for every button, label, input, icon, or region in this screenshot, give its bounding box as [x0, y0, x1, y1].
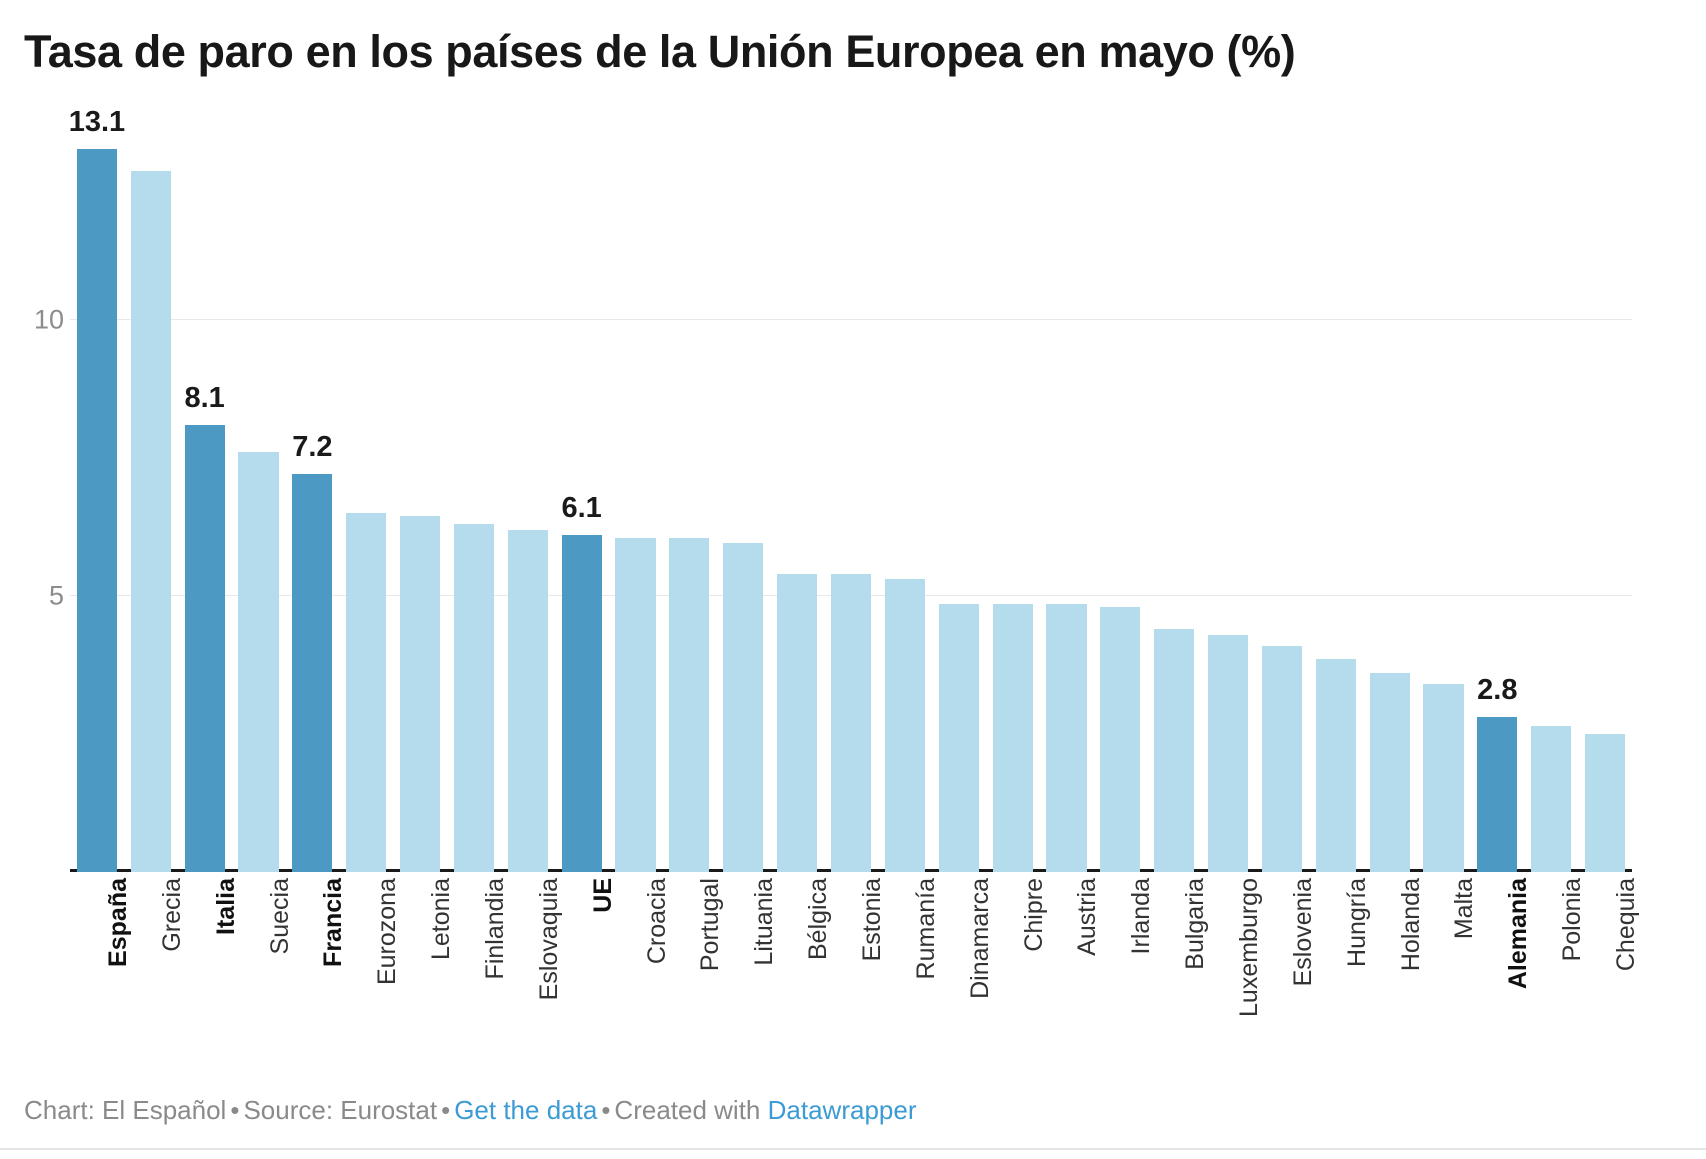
bar-polonia[interactable] [1531, 725, 1572, 872]
x-axis-label-eslovenia: Eslovenia [1288, 878, 1317, 987]
bar-eurozona[interactable] [346, 513, 387, 872]
bar-ruman-a[interactable] [884, 579, 925, 872]
bar-dinamarca[interactable] [938, 604, 979, 872]
bottom-rule [0, 1148, 1706, 1150]
x-axis-label-croacia: Croacia [642, 878, 671, 965]
bar-chipre[interactable] [992, 604, 1033, 872]
bar-finlandia[interactable] [453, 524, 495, 872]
x-axis-label-bulgaria: Bulgaria [1181, 878, 1210, 970]
x-axis-label-hungr-a: Hungría [1342, 878, 1371, 967]
x-axis-label-estonia: Estonia [858, 878, 886, 962]
bar-bulgaria[interactable] [1154, 629, 1195, 872]
bar-irlanda[interactable] [1100, 606, 1141, 872]
x-axis-label-finlandia: Finlandia [480, 878, 509, 980]
bar-francia[interactable] [292, 474, 333, 872]
x-axis-label-eslovaquia: Eslovaquia [534, 878, 563, 1001]
x-axis-label-eurozona: Eurozona [373, 878, 402, 986]
footer-source: Source: Eurostat [243, 1095, 438, 1125]
bar-lituania[interactable] [723, 543, 764, 872]
left-edge-rule [0, 0, 3, 1159]
datawrapper-link[interactable]: Datawrapper [767, 1095, 917, 1125]
bar-hungr-a[interactable] [1315, 659, 1356, 872]
bar-italia[interactable] [184, 424, 225, 872]
x-axis-label-dinamarca: Dinamarca [965, 878, 994, 999]
chart-footer: Chart: El Español • Source: Eurostat • Get t… [24, 1095, 916, 1126]
x-axis-label-espa-a: España [103, 878, 132, 967]
bar-espa-a[interactable] [76, 148, 117, 872]
x-axis-label-polonia: Polonia [1558, 878, 1587, 962]
footer-separator-2: • [441, 1095, 451, 1125]
bar-letonia[interactable] [400, 515, 441, 872]
x-axis-label-grecia: Grecia [157, 878, 186, 952]
footer-separator-3: • [601, 1095, 611, 1125]
x-axis-label-luxemburgo: Luxemburgo [1235, 878, 1264, 1017]
x-axis-label-ue: UE [588, 878, 617, 913]
y-axis-tick-10: 10 [33, 304, 64, 335]
bar-estonia[interactable] [830, 573, 872, 872]
footer-separator-1: • [230, 1095, 240, 1125]
x-axis-label-portugal: Portugal [696, 878, 725, 972]
y-axis-tick-5: 5 [48, 580, 64, 611]
x-axis-label-holanda: Holanda [1396, 878, 1425, 972]
bar-eslovaquia[interactable] [507, 529, 548, 872]
footer-chart-credit: Chart: El Español [24, 1095, 227, 1125]
bar-grecia[interactable] [130, 170, 171, 872]
bar-ue[interactable] [561, 535, 602, 872]
bar-eslovenia[interactable] [1261, 645, 1302, 872]
x-axis-label-italia: Italia [211, 878, 240, 935]
get-the-data-link[interactable]: Get the data [454, 1095, 598, 1125]
bar-austria[interactable] [1046, 604, 1087, 872]
bar-chequia[interactable] [1585, 733, 1626, 872]
plot-area: 5 10 13.1 8.1 7.2 6.1 2.8 [34, 106, 1632, 872]
bar-holanda[interactable] [1369, 673, 1410, 872]
page-title: Tasa de paro en los países de la Unión E… [24, 26, 1296, 77]
value-label-italia: 8.1 [184, 381, 225, 414]
bar-alemania[interactable] [1477, 717, 1518, 872]
x-axis-label-chipre: Chipre [1019, 878, 1048, 952]
x-axis-label-austria: Austria [1073, 878, 1102, 956]
x-axis-label-suecia: Suecia [265, 878, 294, 955]
bar-portugal[interactable] [669, 537, 710, 872]
bar-suecia[interactable] [238, 452, 279, 872]
x-axis-label-lituania: Lituania [750, 878, 779, 966]
x-axis-label-francia: Francia [319, 878, 348, 967]
x-axis-label-irlanda: Irlanda [1127, 878, 1156, 955]
footer-created-with: Created with [614, 1095, 761, 1125]
x-axis-label-letonia: Letonia [427, 878, 456, 961]
bar-b-lgica[interactable] [777, 573, 818, 872]
x-axis-label-ruman-a: Rumanía [911, 878, 940, 980]
bar-malta[interactable] [1423, 684, 1464, 872]
x-axis-label-malta: Malta [1450, 878, 1479, 940]
x-axis-label-alemania: Alemania [1504, 878, 1533, 990]
x-axis-labels: España Grecia Italia Suecia Francia Eurozona L… [70, 878, 1640, 1058]
bar-croacia[interactable] [615, 537, 656, 872]
gridline-10 [70, 318, 1632, 320]
x-axis-label-chequia: Chequia [1612, 878, 1641, 972]
x-axis-label-b-lgica: Bélgica [804, 878, 833, 960]
value-label-francia: 7.2 [292, 431, 333, 464]
value-label-espa-a: 13.1 [68, 105, 126, 138]
bar-luxemburgo[interactable] [1207, 634, 1249, 872]
value-label-ue: 6.1 [561, 492, 602, 525]
value-label-alemania: 2.8 [1477, 674, 1518, 707]
